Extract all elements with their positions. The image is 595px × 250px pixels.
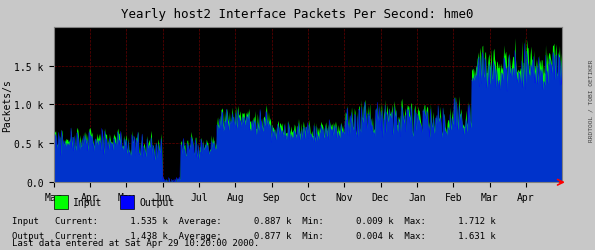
Text: Output  Current:      1.438 k  Average:      0.877 k  Min:      0.004 k  Max:   : Output Current: 1.438 k Average: 0.877 k… bbox=[12, 231, 496, 240]
Bar bbox=[120, 196, 134, 209]
Text: Input: Input bbox=[73, 198, 102, 207]
Y-axis label: Packets/s: Packets/s bbox=[2, 79, 12, 131]
Text: Last data entered at Sat Apr 29 10:20:00 2000.: Last data entered at Sat Apr 29 10:20:00… bbox=[12, 238, 259, 248]
Bar bbox=[54, 196, 68, 209]
Text: Output: Output bbox=[139, 198, 174, 207]
Text: Yearly host2 Interface Packets Per Second: hme0: Yearly host2 Interface Packets Per Secon… bbox=[121, 8, 474, 20]
Text: RRDTOOL / TOBI OETIKER: RRDTOOL / TOBI OETIKER bbox=[589, 59, 594, 141]
Text: Input   Current:      1.535 k  Average:      0.887 k  Min:      0.009 k  Max:   : Input Current: 1.535 k Average: 0.887 k … bbox=[12, 216, 496, 225]
